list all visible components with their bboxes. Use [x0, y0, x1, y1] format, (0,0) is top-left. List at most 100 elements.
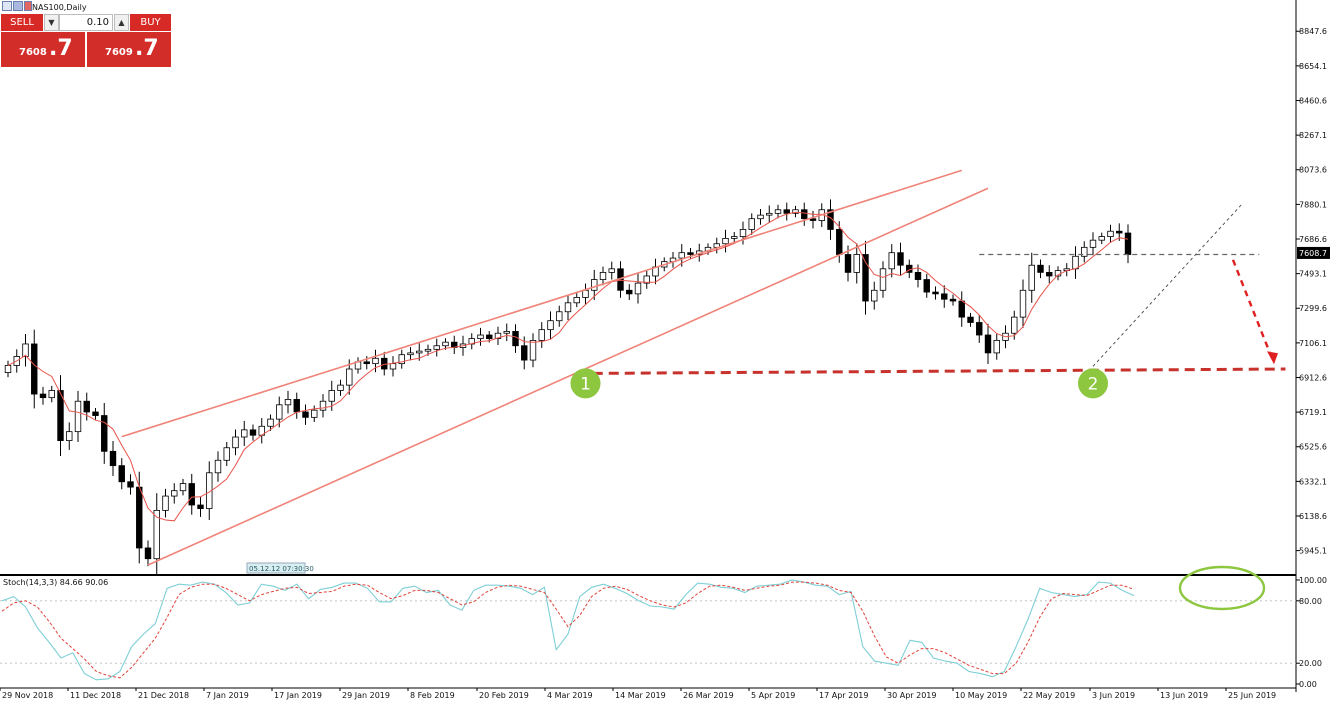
candle-bull [547, 320, 554, 331]
time-tick-label: 4 Mar 2019 [547, 691, 593, 700]
stoch-k-line [1, 579, 1135, 681]
stoch-label: Stoch(14,3,3) 84.66 90.06 [3, 578, 108, 587]
candle-bear [897, 252, 904, 266]
candle-bull [591, 279, 598, 291]
window-icon-b[interactable] [13, 1, 23, 11]
candle-bull [284, 399, 292, 406]
candle-bear [801, 209, 808, 220]
candle-bear [984, 334, 992, 354]
candle-bear [626, 289, 633, 295]
window-icon-a[interactable] [2, 1, 12, 11]
candle-bull [888, 252, 895, 270]
candle-bear [1037, 264, 1044, 273]
candle-bear [1116, 230, 1123, 234]
sell-price-button[interactable]: 7608 .7 [1, 32, 85, 67]
candle-bull [757, 214, 764, 220]
time-tick-label: 7 Jan 2019 [206, 691, 249, 700]
buy-price-button[interactable]: 7609 .7 [87, 32, 171, 67]
stoch-tick-label: 0.00 [1299, 680, 1317, 689]
candle-bear [862, 254, 869, 302]
candle-bear [923, 279, 930, 293]
candle-bull [748, 218, 755, 230]
candle-bull [643, 275, 650, 284]
price-tick-label: 5945.1 [1299, 547, 1327, 556]
candlestick-series [4, 199, 1132, 576]
candle-bull [503, 331, 510, 334]
price-tick-label: 7106.1 [1299, 339, 1327, 348]
price-tick-label: 6719.1 [1299, 408, 1327, 417]
candle-bull [1107, 230, 1114, 238]
candle-bear [363, 361, 370, 365]
window-icons[interactable] [2, 1, 32, 11]
buy-price-main: 7609 [105, 47, 133, 58]
candle-bear [976, 322, 983, 336]
candle-bull [372, 357, 379, 365]
candle-bear [118, 465, 125, 483]
candle-bull [582, 289, 589, 298]
candle-bull [1098, 236, 1105, 241]
current-price-label: 7608.7 [1299, 249, 1327, 258]
candle-bull [538, 329, 545, 341]
lot-decrease-icon[interactable]: ▼ [44, 14, 59, 31]
sell-price-fraction: .7 [49, 36, 73, 61]
candle-bear [958, 300, 965, 318]
candle-bear [827, 209, 834, 230]
candle-bull [346, 368, 353, 386]
time-tick-label: 20 Feb 2019 [479, 691, 529, 700]
candle-bull [66, 431, 73, 441]
time-tag-box [246, 562, 306, 574]
price-axis: 8847.6 8654.1 8460.6 8267.1 8073.6 7880.1 7686… [0, 0, 1330, 692]
sell-price-main: 7608 [19, 47, 47, 58]
price-tick-label: 6912.6 [1299, 373, 1327, 382]
candle-bull [678, 252, 685, 259]
marker-circle [570, 368, 601, 399]
window-icon-c[interactable] [24, 1, 32, 11]
channel-upper-line [121, 169, 962, 438]
panel-separator [0, 574, 1296, 576]
candle-bear [844, 254, 852, 273]
candle-bull [556, 311, 563, 322]
time-tick-label: 26 Mar 2019 [683, 691, 734, 700]
time-tick-label: 21 Dec 2018 [138, 691, 189, 700]
candle-bear [249, 429, 257, 436]
time-tick-label: 17 Apr 2019 [819, 691, 868, 700]
marker-label: 1 [580, 374, 591, 394]
candle-bull [267, 418, 274, 427]
sell-button[interactable]: SELL [1, 14, 43, 31]
candle-bear [809, 218, 817, 221]
price-tick-label: 6525.6 [1299, 443, 1327, 452]
candle-bull [22, 343, 29, 357]
candle-bull [241, 429, 248, 438]
stoch-tick-label: 80.00 [1299, 597, 1322, 606]
candle-bull [573, 297, 580, 304]
marker-label: 2 [1088, 374, 1099, 394]
candle-bull [416, 350, 423, 354]
candle-bear [949, 298, 957, 302]
candle-bull [48, 390, 55, 399]
price-tick-label: 7880.1 [1299, 200, 1327, 209]
candle-bull [319, 400, 327, 411]
candle-bull [1089, 239, 1097, 248]
candle-bull [311, 409, 318, 418]
candle-bull [442, 341, 449, 347]
candle-bull [731, 236, 738, 239]
projection-arrow [1231, 259, 1274, 359]
lot-increase-icon[interactable]: ▲ [114, 14, 129, 31]
candle-bear [1124, 232, 1132, 255]
candle-bull [424, 348, 432, 352]
candle-bull [792, 209, 799, 214]
lot-size-input[interactable]: 0.10 [59, 14, 113, 31]
price-tick-label: 8654.1 [1299, 62, 1327, 71]
candle-bear [92, 411, 99, 416]
candle-bull [871, 289, 878, 302]
candle-bear [967, 316, 974, 323]
trendline [1092, 204, 1243, 367]
candle-bear [687, 252, 694, 255]
time-tick-label: 8 Feb 2019 [410, 691, 455, 700]
buy-button[interactable]: BUY [130, 14, 171, 31]
time-tick-label: 5 Apr 2019 [751, 691, 795, 700]
candle-bear [39, 393, 47, 399]
